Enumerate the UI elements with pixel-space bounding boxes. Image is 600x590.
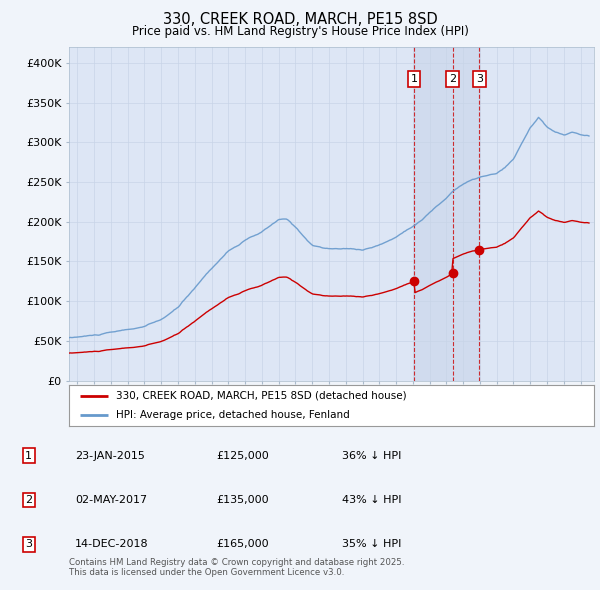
Text: HPI: Average price, detached house, Fenland: HPI: Average price, detached house, Fenl… xyxy=(116,410,350,420)
Text: 43% ↓ HPI: 43% ↓ HPI xyxy=(342,495,401,505)
Text: £165,000: £165,000 xyxy=(216,539,269,549)
Text: 1: 1 xyxy=(25,451,32,461)
Text: Contains HM Land Registry data © Crown copyright and database right 2025.
This d: Contains HM Land Registry data © Crown c… xyxy=(69,558,404,577)
Text: 3: 3 xyxy=(476,74,483,84)
Text: 330, CREEK ROAD, MARCH, PE15 8SD (detached house): 330, CREEK ROAD, MARCH, PE15 8SD (detach… xyxy=(116,391,407,401)
Text: Price paid vs. HM Land Registry's House Price Index (HPI): Price paid vs. HM Land Registry's House … xyxy=(131,25,469,38)
Text: 02-MAY-2017: 02-MAY-2017 xyxy=(75,495,147,505)
Text: 1: 1 xyxy=(410,74,418,84)
Text: 2: 2 xyxy=(449,74,456,84)
Text: 14-DEC-2018: 14-DEC-2018 xyxy=(75,539,149,549)
Text: £125,000: £125,000 xyxy=(216,451,269,461)
Text: 330, CREEK ROAD, MARCH, PE15 8SD: 330, CREEK ROAD, MARCH, PE15 8SD xyxy=(163,12,437,27)
Text: 35% ↓ HPI: 35% ↓ HPI xyxy=(342,539,401,549)
Text: 3: 3 xyxy=(25,539,32,549)
Text: 2: 2 xyxy=(25,495,32,505)
Text: 36% ↓ HPI: 36% ↓ HPI xyxy=(342,451,401,461)
Text: 23-JAN-2015: 23-JAN-2015 xyxy=(75,451,145,461)
Bar xyxy=(414,47,479,381)
Text: £135,000: £135,000 xyxy=(216,495,269,505)
